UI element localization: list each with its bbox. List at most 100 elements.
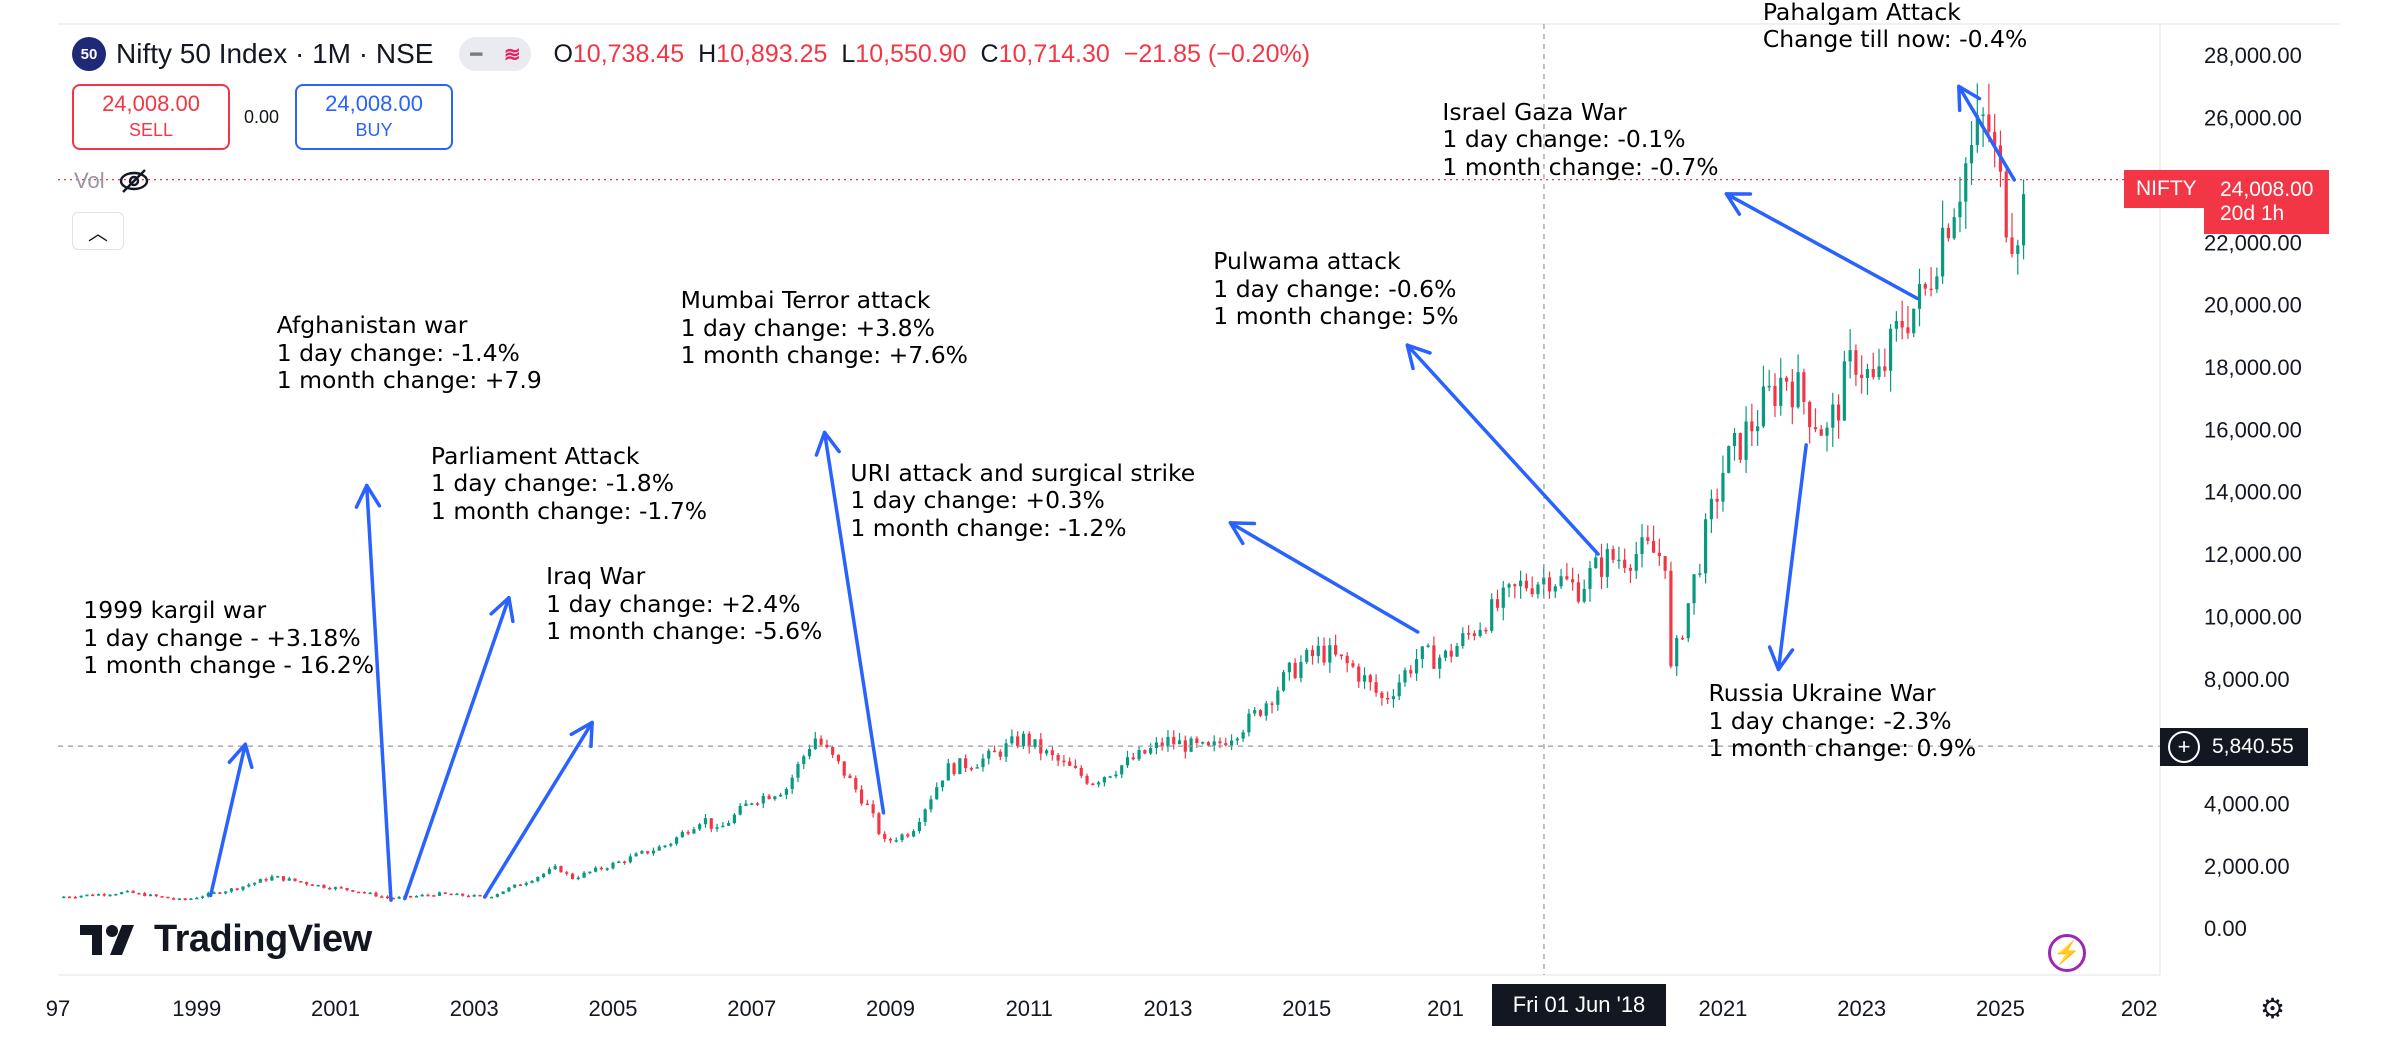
candle-body — [287, 878, 291, 881]
lightning-icon[interactable]: ⚡ — [2048, 934, 2086, 972]
candle-body — [1079, 767, 1083, 776]
annotation-arrow-shaft — [1776, 443, 1808, 672]
candle-body — [547, 869, 551, 874]
candle-body — [1767, 385, 1771, 388]
collapse-legend-button[interactable]: ︿ — [72, 212, 124, 250]
annotation-line: 1999 kargil war — [83, 596, 267, 625]
candle-body — [565, 872, 569, 874]
candle-body — [657, 846, 661, 851]
candle-body — [761, 795, 765, 804]
candle-body — [686, 832, 690, 834]
candle-body — [1276, 690, 1280, 705]
annotation-line: 1 day change: -1.8% — [430, 469, 675, 498]
trade-panel: 24,008.00 SELL 0.00 24,008.00 BUY — [72, 84, 454, 150]
candle-body — [883, 833, 887, 839]
candle-body — [929, 799, 933, 810]
candle-body — [773, 796, 777, 800]
candle-body — [1183, 740, 1187, 752]
candle-body — [628, 856, 632, 863]
candle-body — [1860, 374, 1864, 378]
candle-body — [200, 896, 205, 898]
settings-gear-icon[interactable]: ⚙ — [2260, 993, 2286, 1024]
candle-body — [1368, 675, 1372, 683]
annotation-arrow-head — [489, 595, 515, 624]
candle-body — [1582, 588, 1586, 602]
annotation-arrow-shaft — [482, 720, 594, 899]
candle-body — [67, 896, 72, 899]
candle-body — [1536, 584, 1540, 595]
buy-price: 24,008.00 — [325, 91, 423, 116]
candle-body — [328, 887, 332, 890]
candle-body — [1235, 738, 1239, 741]
candle-body — [698, 824, 702, 830]
chart-style-toggle[interactable]: ━ ≋ — [459, 37, 532, 71]
candle-body — [137, 893, 141, 895]
candle-body — [357, 891, 361, 894]
candle-body — [576, 877, 580, 880]
candle-body — [247, 884, 251, 887]
candle-body — [1125, 757, 1130, 766]
candle-body — [825, 744, 829, 748]
candle-body — [1362, 675, 1367, 682]
low-label: L — [841, 39, 856, 68]
candle-body — [1391, 696, 1396, 700]
symbol-title[interactable]: Nifty 50 Index · 1M · NSE — [116, 38, 434, 69]
candle-body — [588, 871, 592, 874]
candle-body — [229, 888, 234, 892]
low-value: 10,550.90 — [855, 39, 967, 68]
candle-body — [1969, 145, 1974, 164]
candle-body — [969, 768, 974, 770]
y-tick-label: 20,000.00 — [2204, 293, 2302, 318]
x-tick-label: 2011 — [1006, 996, 1053, 1021]
candle-body — [1414, 659, 1419, 674]
x-tick-label: 202 — [2121, 996, 2158, 1021]
candle-body — [96, 894, 101, 896]
candle-body — [1334, 645, 1338, 655]
candle-body — [322, 884, 326, 888]
candle-body — [1154, 742, 1158, 749]
candle-body — [362, 891, 366, 894]
candle-body — [1796, 372, 1800, 408]
eye-off-icon[interactable] — [117, 168, 151, 194]
candle-body — [1675, 637, 1679, 667]
candle-body — [368, 892, 372, 895]
candle-body — [946, 763, 950, 781]
candle-body — [1397, 682, 1401, 697]
candle-body — [310, 884, 314, 886]
candle-body — [1131, 757, 1135, 760]
candle-body — [975, 767, 979, 769]
candle-body — [218, 892, 222, 894]
candle-body — [1490, 599, 1494, 631]
minus-icon[interactable]: ━ — [470, 43, 483, 66]
candle-body — [455, 893, 459, 896]
annotation-arrow-shaft — [403, 595, 511, 901]
candle-body — [73, 897, 77, 899]
buy-button[interactable]: 24,008.00 BUY — [295, 84, 454, 150]
annotation-line: 1 month change: +7.6% — [680, 341, 968, 370]
candle-body — [1779, 377, 1783, 406]
candle-body — [1021, 733, 1026, 747]
tradingview-logo-icon — [80, 924, 134, 955]
candle-body — [1819, 429, 1823, 436]
candle-body — [958, 758, 962, 775]
candle-body — [779, 794, 783, 797]
close-value: 10,714.30 — [998, 39, 1110, 68]
candle-body — [738, 806, 742, 815]
x-tick-label: 2015 — [1282, 996, 1331, 1021]
candle-body — [495, 894, 499, 897]
candle-body — [634, 853, 638, 857]
candle-body — [1605, 549, 1609, 577]
annotation-arrow-shaft — [1957, 84, 2017, 182]
candle-body — [807, 749, 812, 757]
annotation-arrow-head — [1228, 521, 1257, 546]
candle-body — [755, 803, 760, 805]
candle-body — [1935, 276, 1939, 290]
sell-button[interactable]: 24,008.00 SELL — [72, 84, 230, 150]
candle-body — [952, 763, 956, 775]
wave-icon[interactable]: ≋ — [503, 43, 521, 66]
tradingview-logo: TradingView — [80, 918, 372, 961]
candle-body — [1299, 662, 1303, 678]
add-alert-icon[interactable]: + — [2168, 731, 2200, 763]
candle-body — [449, 893, 453, 896]
candle-body — [599, 867, 604, 870]
